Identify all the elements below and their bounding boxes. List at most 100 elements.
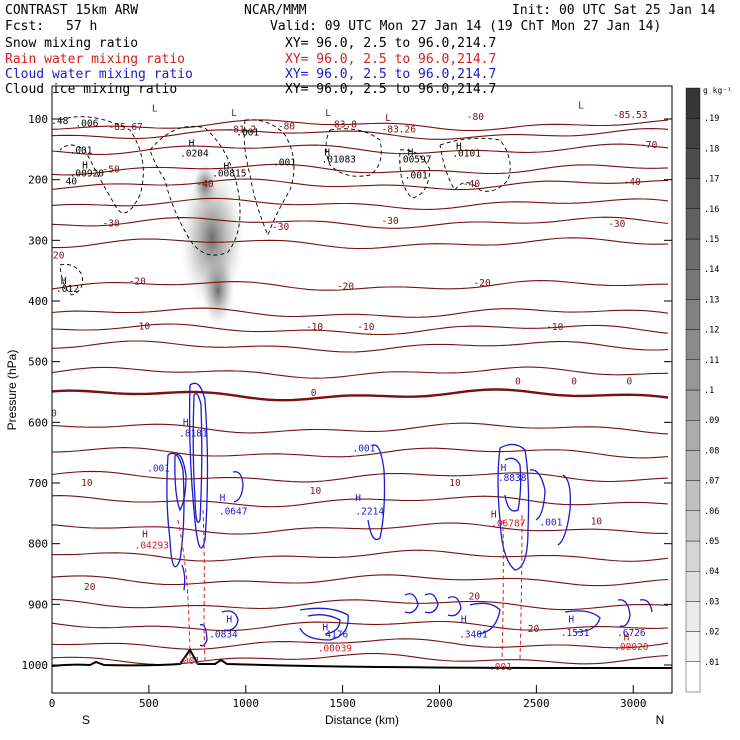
y-tick-label: 500 <box>28 356 48 369</box>
colorbar-swatch <box>685 178 701 210</box>
temperature-line <box>52 447 669 459</box>
rain-contour-east <box>501 519 504 661</box>
colorbar-swatch <box>685 238 701 270</box>
rain-contours <box>177 509 523 661</box>
cloudwater-label: 4176 <box>325 630 348 641</box>
cloudwater-label: H <box>501 463 507 474</box>
colorbar-swatch <box>685 208 701 240</box>
temperature-line <box>52 598 669 611</box>
rain-contour-west <box>177 519 191 661</box>
field-xy-rain: XY= 96.0, 2.5 to 96.0,214.7 <box>285 52 496 67</box>
temperature-label: 10 <box>591 516 603 527</box>
cw-west-side <box>174 453 187 512</box>
colorbar: .01 .02 .03 .04 .05 .06 .07 .08 .09 .1 .11 .12 .13 .1… <box>685 87 719 693</box>
snow-label: H <box>61 276 67 287</box>
temperature-label: -10 <box>306 322 323 333</box>
snow-shade-tail <box>202 254 234 326</box>
temperature-label: L <box>231 108 237 119</box>
snow-label: .0204 <box>180 149 209 160</box>
y-axis-label: Pressure (hPa) <box>5 350 19 431</box>
temperature-line <box>52 163 669 176</box>
temperature-label: 20 <box>469 591 481 602</box>
colorbar-label: .14 <box>704 265 719 275</box>
temperature-label: -50 <box>103 164 120 175</box>
snow-contours <box>59 116 511 296</box>
plot-frame <box>51 85 673 694</box>
colorbar-label: .07 <box>704 477 719 487</box>
init-time: Init: 00 UTC Sat 25 Jan 14 <box>512 3 716 18</box>
snow-label: .001 <box>273 158 296 169</box>
cw-trail <box>181 564 186 591</box>
x-tick-label: 500 <box>139 697 159 710</box>
cw-8838-outer <box>497 443 530 571</box>
y-tick-label: 700 <box>28 477 48 490</box>
cloudwater-label: H <box>322 622 328 633</box>
colorbar-swatch <box>685 510 701 542</box>
x-tick-label: 1500 <box>329 697 356 710</box>
temperature-label: 10 <box>449 478 461 489</box>
rain-label: .001 <box>489 662 512 673</box>
colorbar-label: .19 <box>704 114 719 124</box>
temperature-label: -40 <box>196 179 213 190</box>
temperature-label: 0 <box>51 408 57 419</box>
cloudwater-label: .8181 <box>179 428 208 439</box>
cloudwater-label: .8838 <box>498 473 527 484</box>
temperature-line <box>52 216 669 229</box>
colorbar-swatch <box>685 299 701 330</box>
cw-plume-west-outer <box>166 452 185 568</box>
temperature-label: -30 <box>382 216 399 227</box>
temperature-label: -10 <box>357 322 374 333</box>
rain-label: .001 <box>177 656 200 667</box>
colorbar-swatch <box>685 87 701 119</box>
cloudwater-label: H <box>568 615 574 626</box>
temperature-label: -40 <box>463 179 480 190</box>
x-tick-label: 3000 <box>620 697 647 710</box>
colorbar-swatch <box>685 631 701 662</box>
temperature-label: 10 <box>81 478 93 489</box>
plot-area: -85.67 -81.2 -83.8 -83.26 -85.53 -80 -80 -70 -50… <box>51 101 672 673</box>
temperature-line <box>52 638 669 650</box>
terrain-line <box>52 648 672 669</box>
cw-low-1531 <box>564 610 601 633</box>
temperature-line <box>52 574 669 587</box>
colorbar-label: .13 <box>704 295 719 305</box>
temperature-line <box>52 178 669 191</box>
cloudwater-label: .3401 <box>459 630 488 641</box>
cw-low-6726 <box>617 599 631 627</box>
colorbar-label: .12 <box>704 326 719 336</box>
snow-label: .012 <box>56 284 79 295</box>
x-tick-label: 2500 <box>523 697 550 710</box>
snow-label: .00597 <box>397 155 431 166</box>
temperature-line <box>52 549 669 562</box>
cloudwater-label: .6726 <box>617 628 646 639</box>
colorbar-label: .1 <box>704 386 714 396</box>
cw-low-3401 <box>469 602 501 635</box>
cw-2214 <box>367 444 386 541</box>
colorbar-swatch <box>685 571 701 602</box>
colorbar-swatch <box>685 480 701 512</box>
colorbar-label: .08 <box>704 446 719 456</box>
snow-label: .001 <box>405 170 428 181</box>
cw-plume-west-inner <box>188 382 209 549</box>
temperature-line <box>52 280 668 291</box>
colorbar-swatch <box>685 389 701 421</box>
cw-east-right <box>557 474 571 546</box>
snow-contour-ne <box>399 149 431 199</box>
temperature-label: -30 <box>103 218 120 229</box>
x-right-end: N <box>656 713 665 727</box>
fcst-value: 57 h <box>66 19 97 34</box>
temperature-label: -10 <box>546 322 563 333</box>
cw-low-4176 <box>299 607 349 641</box>
colorbar-unit: g kg⁻¹ <box>703 86 732 95</box>
temperature-label: -30 <box>272 222 289 233</box>
temperature-label: -80 <box>467 112 484 123</box>
cloudwater-label: .001 <box>539 517 562 528</box>
snow-label: .01083 <box>322 155 356 166</box>
temperature-line <box>52 237 669 250</box>
cloudwater-label: .001 <box>352 443 375 454</box>
cloudwater-label: .001 <box>147 463 170 474</box>
temperature-line <box>52 495 669 508</box>
field-name-rain: Rain water mixing ratio <box>5 52 185 67</box>
snow-label: .0101 <box>452 149 481 160</box>
